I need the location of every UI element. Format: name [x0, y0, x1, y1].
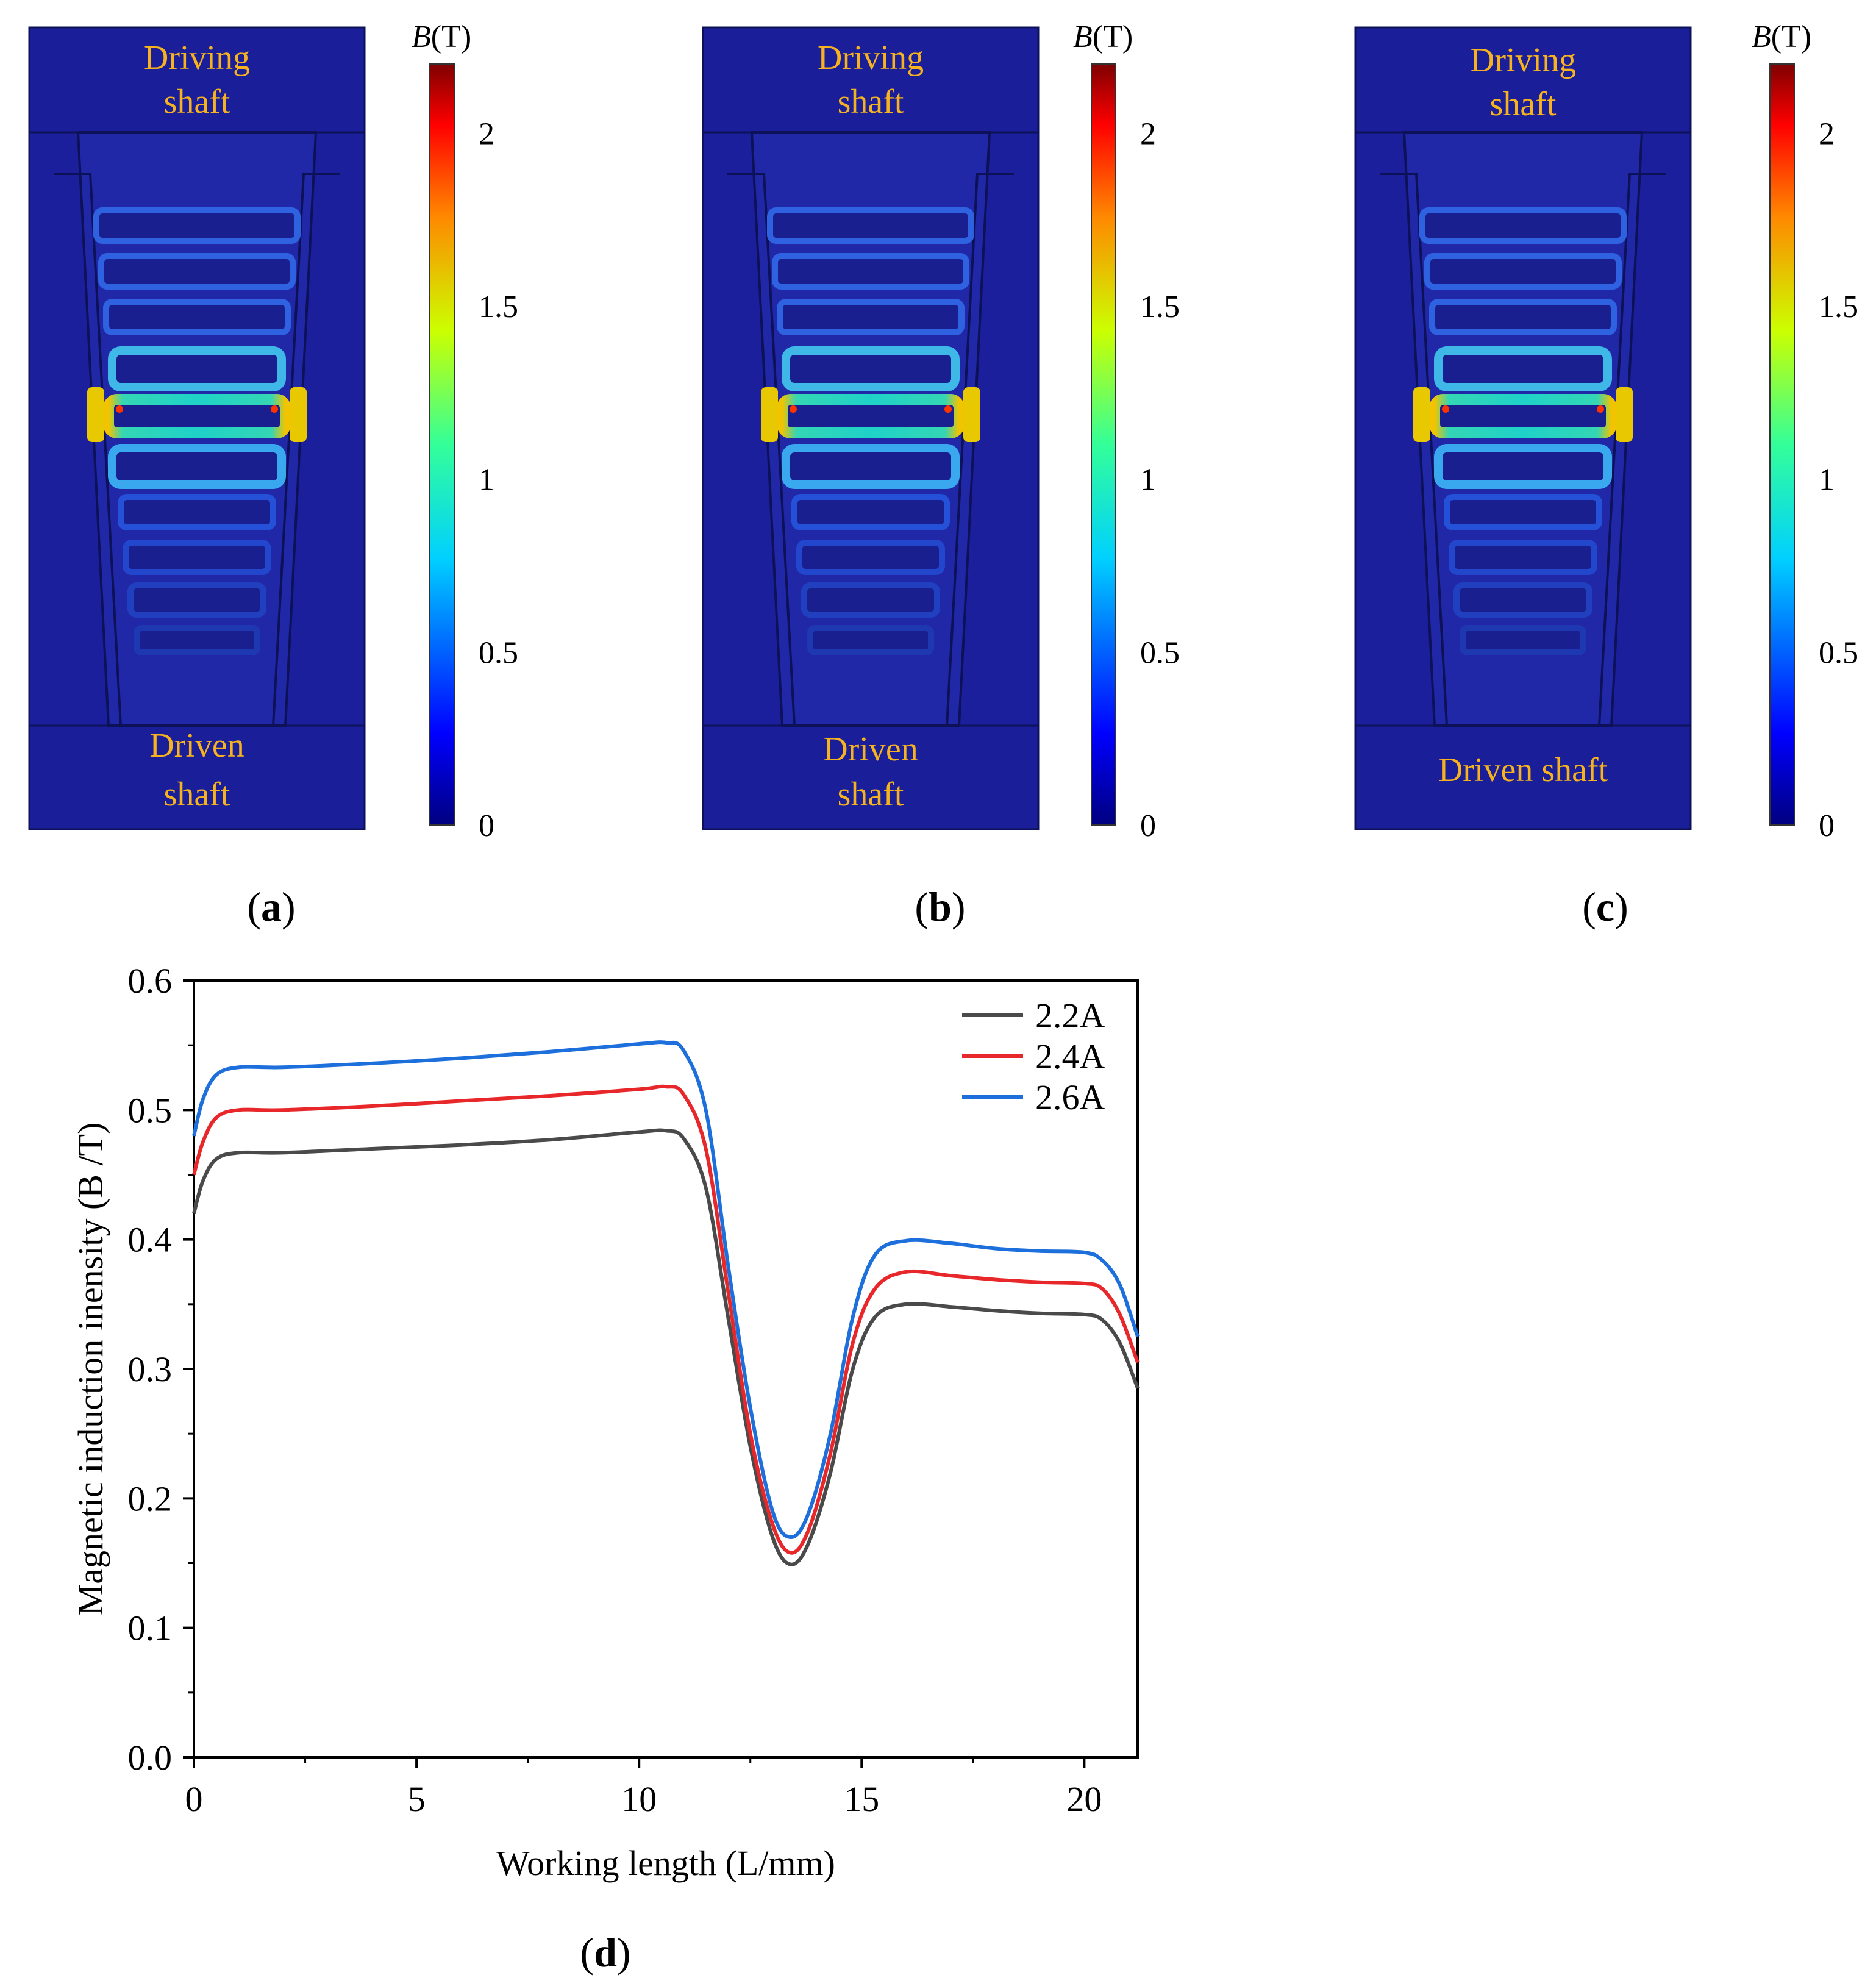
x-tick-label: 15 — [844, 1779, 879, 1819]
y-tick-label: 0.0 — [128, 1738, 173, 1777]
colorbar-title-symbol: B — [1073, 20, 1093, 54]
colorbar-tick-label: 0 — [1140, 809, 1156, 843]
colorbar-title: B(T) — [412, 20, 471, 54]
driving-shaft-label-2: shaft — [164, 83, 230, 121]
x-tick-label: 10 — [621, 1779, 657, 1819]
x-tick-label: 0 — [185, 1779, 203, 1819]
caption-d: (d) — [580, 1929, 630, 1976]
line-chart: 0 5 10 15 20 0.0 0.1 0.2 0.3 0.4 0.5 0.6 2.2A2.4A2… — [71, 961, 1140, 1976]
colorbar-tick-label: 1 — [1819, 463, 1835, 498]
caption-b: (b) — [915, 884, 965, 930]
driven-shaft-label: Driven shaft — [1438, 751, 1608, 789]
driven-shaft-label-1: Driven — [823, 730, 918, 768]
y-tick-label: 0.1 — [128, 1609, 173, 1648]
legend-label-2.6A: 2.6A — [1035, 1077, 1105, 1117]
colorbar-title-symbol: B — [1752, 20, 1771, 54]
colorbar-title-unit: (T) — [431, 20, 471, 54]
x-tick-label: 5 — [408, 1779, 426, 1819]
colorbar-tick-label: 1 — [1140, 463, 1156, 498]
colorbar-tick-label: 1.5 — [1819, 290, 1858, 324]
x-axis-ticks: 0 5 10 15 20 — [185, 1757, 1102, 1819]
y-tick-label: 0.4 — [128, 1220, 173, 1260]
flux-density-map-b — [703, 27, 1038, 829]
colorbar-a: B(T) 0 0.5 1 1.5 2 — [412, 20, 518, 843]
colorbar-title: B(T) — [1752, 20, 1811, 54]
driven-shaft-label-2: shaft — [838, 776, 904, 813]
caption-a-letter: a — [261, 884, 282, 930]
colorbar-title-symbol: B — [412, 20, 431, 54]
series-line-2.6A — [192, 1040, 1140, 1539]
y-axis-ticks: 0.0 0.1 0.2 0.3 0.4 0.5 0.6 — [128, 961, 194, 1777]
colorbar-gradient — [1091, 63, 1116, 826]
driving-shaft-label-1: Driving — [1470, 41, 1576, 79]
driving-shaft-label-2: shaft — [1490, 85, 1557, 123]
panel-c: Driving shaft Driven shaft — [1355, 27, 1691, 829]
colorbar-title-unit: (T) — [1771, 20, 1811, 54]
caption-b-letter: b — [929, 884, 952, 930]
y-tick-label: 0.3 — [128, 1349, 173, 1389]
colorbar-tick-label: 0.5 — [479, 635, 518, 670]
y-tick-label: 0.5 — [128, 1090, 173, 1130]
colorbar-title-unit: (T) — [1093, 20, 1133, 54]
colorbar-gradient — [1769, 63, 1795, 826]
driving-shaft-label-1: Driving — [818, 39, 924, 77]
series-lines — [192, 1040, 1140, 1566]
driving-shaft-label-2: shaft — [838, 83, 904, 121]
y-tick-label: 0.2 — [128, 1479, 173, 1518]
colorbar-gradient — [429, 63, 455, 826]
colorbar-tick-label: 1 — [479, 463, 494, 498]
series-line-2.4A — [192, 1084, 1140, 1555]
colorbar-title: B(T) — [1073, 20, 1133, 54]
caption-d-letter: d — [594, 1929, 617, 1976]
colorbar-tick-label: 2 — [1140, 116, 1156, 151]
colorbar-c: B(T) 0 0.5 1 1.5 2 — [1752, 20, 1858, 843]
driving-shaft-label-1: Driving — [144, 39, 250, 77]
colorbar-tick-label: 1.5 — [479, 290, 518, 324]
flux-density-map-a — [29, 27, 365, 829]
driven-shaft-label-2: shaft — [164, 776, 230, 813]
series-line-2.2A — [192, 1128, 1140, 1566]
panel-a: Driving shaft Driven shaft — [29, 27, 365, 829]
flux-density-map-c — [1355, 27, 1691, 829]
colorbar-tick-label: 1.5 — [1140, 290, 1180, 324]
colorbar-tick-label: 0 — [479, 809, 494, 843]
x-axis-label: Working length (L/mm) — [496, 1843, 835, 1883]
legend-label-2.4A: 2.4A — [1035, 1037, 1105, 1076]
legend-label-2.2A: 2.2A — [1035, 996, 1105, 1035]
caption-c-letter: c — [1596, 884, 1614, 930]
colorbars: B(T)00.511.52B(T)00.511.52B(T)00.511.52 — [412, 20, 1858, 843]
colorbar-tick-label: 0 — [1819, 809, 1835, 843]
x-tick-label: 20 — [1066, 1779, 1102, 1819]
caption-a: (a) — [247, 884, 295, 930]
colorbar-tick-label: 0.5 — [1819, 635, 1858, 670]
y-axis-label: Magnetic induction inensity (B /T) — [71, 1123, 110, 1616]
legend: 2.2A2.4A2.6A — [962, 996, 1105, 1117]
colorbar-tick-label: 2 — [1819, 116, 1835, 151]
colorbar-tick-label: 0.5 — [1140, 635, 1180, 670]
caption-c: (c) — [1582, 884, 1628, 930]
driven-shaft-label-1: Driven — [149, 727, 244, 765]
colorbar-b: B(T) 0 0.5 1 1.5 2 — [1073, 20, 1180, 843]
y-tick-label: 0.6 — [128, 961, 173, 1001]
panel-b: Driving shaft Driven shaft — [703, 27, 1038, 829]
colorbar-tick-label: 2 — [479, 116, 494, 151]
